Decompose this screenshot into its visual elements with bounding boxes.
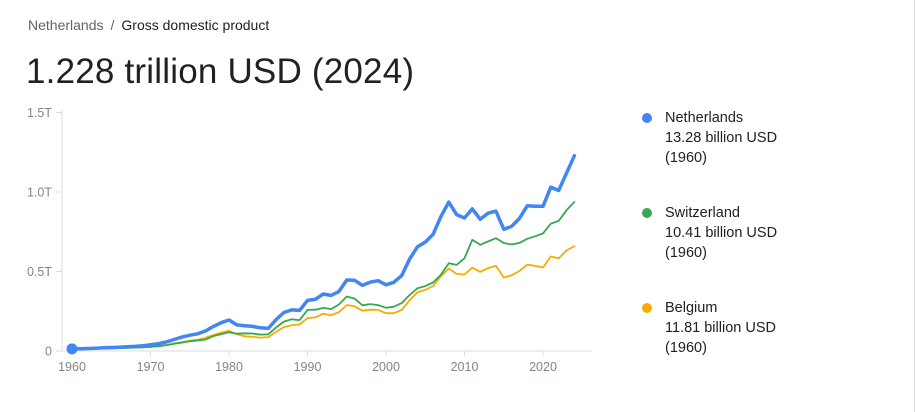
breadcrumb-country[interactable]: Netherlands bbox=[28, 17, 104, 33]
y-tick-label: 0 bbox=[45, 345, 52, 359]
breadcrumb-metric[interactable]: Gross domestic product bbox=[121, 17, 270, 33]
switzerland-series-dot-icon bbox=[642, 208, 652, 218]
x-tick-label: 2020 bbox=[529, 360, 557, 374]
gdp-line-chart[interactable]: 0 0.5T 1.0T 1.5T 1960 1970 1980 1990 2000 2010 202… bbox=[20, 104, 620, 404]
series-line-netherlands[interactable] bbox=[70, 153, 577, 351]
netherlands-series-dot-icon bbox=[642, 113, 652, 123]
x-tick-label: 1980 bbox=[215, 360, 243, 374]
headline-value: 1.228 trillion USD (2024) bbox=[26, 52, 415, 91]
legend-series-value: 10.41 billion USD (1960) bbox=[665, 225, 778, 261]
y-tick-label: 0.5T bbox=[27, 265, 52, 279]
x-tick-label: 1970 bbox=[137, 360, 165, 374]
x-tick-label: 1990 bbox=[294, 360, 322, 374]
legend: Netherlands 13.28 billion USD (1960) Switz… bbox=[642, 108, 822, 393]
legend-text: Netherlands 13.28 billion USD (1960) bbox=[665, 108, 791, 168]
legend-item-netherlands[interactable]: Netherlands 13.28 billion USD (1960) bbox=[642, 108, 822, 168]
legend-item-belgium[interactable]: Belgium 11.81 billion USD (1960) bbox=[642, 298, 822, 358]
legend-series-value: 13.28 billion USD (1960) bbox=[665, 130, 778, 166]
breadcrumb-separator: / bbox=[110, 17, 115, 33]
legend-text: Switzerland 10.41 billion USD (1960) bbox=[665, 203, 791, 263]
legend-text: Belgium 11.81 billion USD (1960) bbox=[665, 298, 791, 358]
legend-item-switzerland[interactable]: Switzerland 10.41 billion USD (1960) bbox=[642, 203, 822, 263]
start-point-marker[interactable] bbox=[66, 343, 78, 355]
legend-series-name: Belgium bbox=[665, 300, 718, 316]
x-tick-label: 2000 bbox=[372, 360, 400, 374]
x-tick-label: 2010 bbox=[451, 360, 479, 374]
series-line-switzerland[interactable] bbox=[71, 201, 576, 351]
belgium-series-dot-icon bbox=[642, 303, 652, 313]
legend-series-name: Switzerland bbox=[665, 205, 740, 221]
legend-series-value: 11.81 billion USD (1960) bbox=[665, 320, 776, 356]
series-line-belgium[interactable] bbox=[71, 245, 576, 351]
breadcrumb: Netherlands / Gross domestic product bbox=[28, 17, 269, 33]
y-tick-label: 1.5T bbox=[27, 106, 52, 120]
x-tick-label: 1960 bbox=[58, 360, 86, 374]
y-tick-label: 1.0T bbox=[27, 186, 52, 200]
legend-series-name: Netherlands bbox=[665, 110, 744, 126]
